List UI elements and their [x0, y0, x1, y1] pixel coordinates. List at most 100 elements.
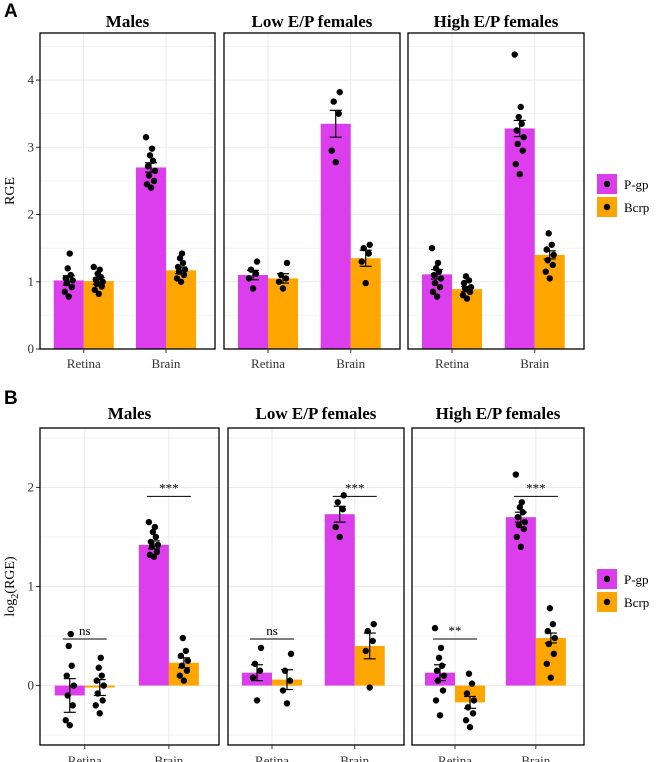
data-point [360, 244, 367, 252]
data-point [94, 690, 101, 697]
data-point [543, 246, 550, 253]
legend-label: P-gp [624, 572, 649, 587]
data-point [64, 692, 71, 699]
data-point [151, 523, 159, 531]
x-tick-label: Retina [255, 753, 289, 762]
data-point [545, 640, 553, 648]
y-tick-label: 4 [28, 72, 35, 87]
data-point [467, 283, 475, 291]
data-point [460, 279, 468, 287]
data-point [61, 288, 68, 296]
data-point [459, 292, 467, 299]
data-point [511, 51, 518, 58]
data-point [549, 261, 556, 269]
data-point [470, 697, 478, 704]
facet-border [223, 32, 401, 350]
data-point [437, 644, 445, 652]
data-point [545, 230, 552, 237]
data-point [463, 690, 471, 697]
data-point [281, 667, 289, 674]
facet-0: Males Retina Brain [39, 12, 216, 371]
data-point [275, 278, 283, 285]
data-point [461, 285, 469, 292]
legend-point [603, 598, 611, 606]
data-point [249, 674, 257, 681]
data-point [257, 644, 265, 652]
data-point [154, 541, 162, 549]
bar-bcrp-brain [350, 258, 381, 349]
data-point [256, 667, 264, 674]
data-point [68, 662, 75, 669]
data-point [366, 241, 373, 248]
data-point [173, 275, 181, 282]
data-point [150, 177, 158, 185]
legend: P-gp Bcrp [597, 569, 649, 612]
data-point [519, 147, 526, 154]
bar-pgp-brain [136, 167, 166, 349]
data-point [364, 627, 371, 635]
data-point [143, 181, 151, 188]
data-point [340, 492, 347, 499]
data-point [249, 285, 257, 292]
bar-pgp-brain [504, 128, 535, 349]
panel-letter-B: B [4, 388, 18, 409]
data-point [432, 697, 440, 704]
data-point [148, 543, 156, 551]
y-axis-label: RGE [3, 177, 18, 205]
data-point [149, 528, 157, 536]
data-point [430, 271, 438, 279]
data-point [433, 293, 441, 300]
data-point [434, 259, 442, 267]
y-axis-label-base: log [3, 599, 18, 617]
data-point [247, 266, 255, 273]
data-point [253, 258, 261, 265]
data-point [332, 523, 339, 531]
bar-pgp-brain [324, 514, 355, 686]
data-point [336, 88, 343, 96]
data-point [548, 241, 555, 248]
data-point [339, 506, 346, 513]
y-axis-label-subscript: 2 [10, 594, 21, 599]
data-point [178, 662, 186, 669]
facet-title: High E/P females [436, 404, 561, 423]
data-point [99, 697, 106, 704]
data-point [436, 283, 444, 291]
data-point [181, 266, 189, 273]
data-point [358, 258, 365, 265]
x-tick-label: Brain [521, 753, 550, 762]
data-point [440, 672, 448, 679]
data-point [516, 170, 523, 178]
data-point [433, 667, 441, 674]
data-point [514, 513, 522, 521]
data-point [184, 657, 192, 664]
x-tick-label: Brain [336, 356, 365, 371]
data-point [152, 533, 160, 541]
data-point [251, 660, 259, 667]
data-point [362, 647, 369, 655]
data-point [512, 160, 519, 168]
data-point [148, 145, 156, 152]
legend-point [603, 203, 611, 211]
significance-label: ** [449, 623, 462, 638]
data-point [328, 147, 335, 154]
data-point [464, 704, 472, 711]
legend-point [603, 575, 611, 583]
data-point [182, 647, 190, 655]
data-point [180, 271, 188, 279]
data-point [67, 630, 74, 638]
data-point [283, 259, 291, 267]
panel-letter-A: A [4, 1, 18, 22]
facet-border [227, 427, 405, 746]
x-tick-label: Retina [68, 753, 102, 762]
data-point [365, 250, 372, 257]
data-point [431, 279, 439, 287]
data-point [542, 268, 549, 275]
data-point [91, 286, 98, 294]
data-point [518, 499, 526, 506]
data-point [515, 113, 522, 121]
legend-label: Bcrp [624, 595, 649, 610]
data-point [517, 103, 524, 111]
data-point [96, 710, 103, 717]
x-tick-label: Brain [520, 356, 549, 371]
data-point [95, 664, 102, 671]
